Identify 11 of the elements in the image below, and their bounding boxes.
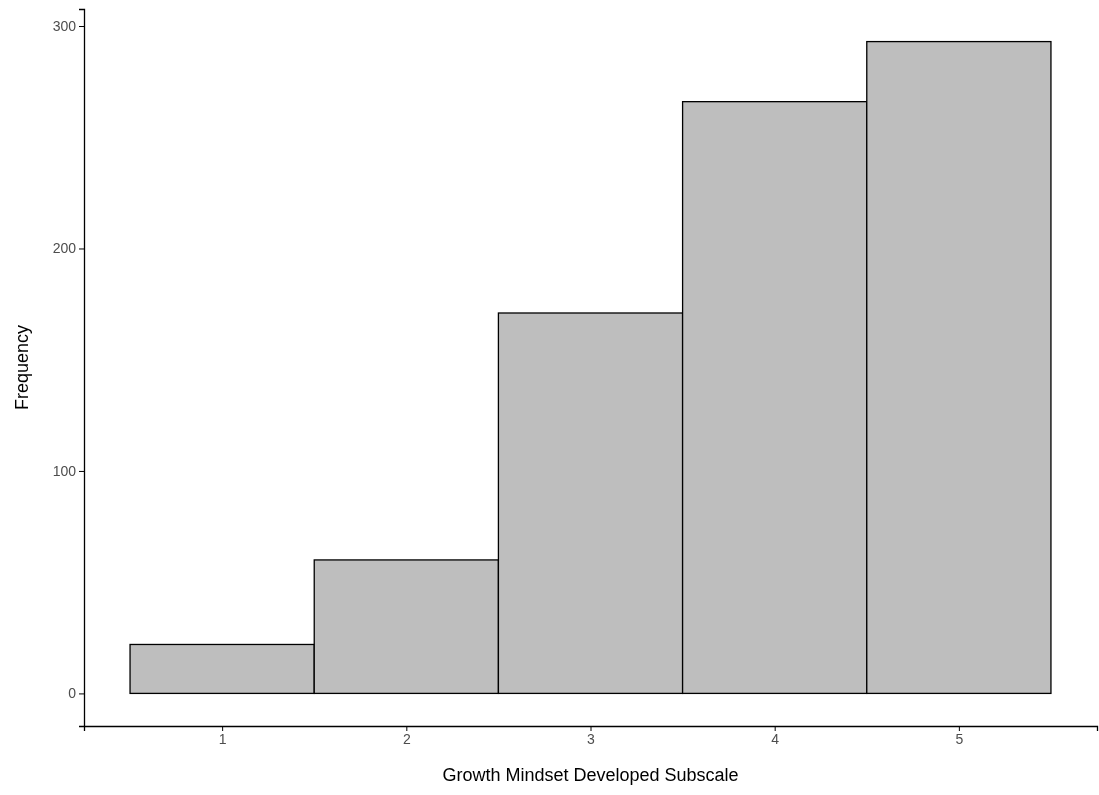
y-tick-label: 300 <box>52 18 77 34</box>
x-tick-label: 4 <box>771 730 780 747</box>
x-tick-label: 1 <box>218 730 227 747</box>
y-tick-label: 200 <box>52 240 77 257</box>
x-tick-label: 5 <box>955 730 964 747</box>
x-tick-label: 3 <box>587 730 596 747</box>
y-tick-label: 100 <box>52 462 77 479</box>
y-axis-title: Frequency <box>12 324 32 411</box>
x-axis-title: Growth Mindset Developed Subscale <box>442 765 739 785</box>
x-tick-label: 2 <box>402 730 411 747</box>
y-tick-label: 0 <box>68 685 77 702</box>
